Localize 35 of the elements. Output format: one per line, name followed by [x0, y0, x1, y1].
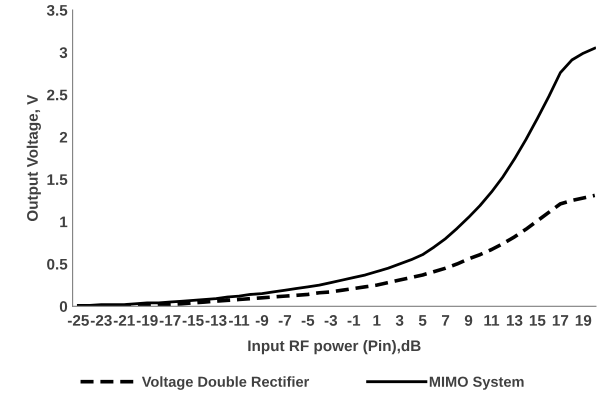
x-tick-label: 19 [576, 315, 592, 326]
legend-label: Voltage Double Rectifier [142, 376, 310, 390]
x-tick-label: -7 [278, 315, 292, 326]
y-tick-label: 2.5 [47, 90, 68, 100]
x-tick-label: -11 [228, 315, 250, 326]
x-tick-label: 15 [530, 315, 546, 326]
y-tick-label: 1.5 [47, 174, 68, 186]
x-tick-label: -9 [256, 315, 268, 326]
x-tick-label: -19 [136, 315, 158, 326]
x-tick-label: 1 [373, 315, 381, 326]
y-tick-label: 3.5 [46, 4, 68, 16]
x-tick-label: -1 [348, 315, 360, 326]
x-tick-label: 7 [442, 315, 450, 326]
legend-label: MIMO System [430, 376, 524, 390]
x-tick-label: -3 [324, 315, 338, 326]
y-axis-title: Output Voltage, V [26, 94, 41, 222]
y-tick-label: 2 [60, 132, 68, 143]
x-tick-label: 9 [464, 315, 472, 326]
y-tick-label: 1 [60, 216, 68, 228]
x-tick-label: 13 [506, 315, 522, 326]
x-tick-label: 11 [484, 315, 500, 326]
y-tick-label: 3 [60, 47, 68, 58]
x-tick-label: -13 [206, 315, 227, 326]
y-tick-label: 0 [60, 301, 68, 312]
x-tick-label: 3 [396, 315, 404, 326]
x-tick-label: -5 [302, 315, 314, 326]
x-tick-label: 5 [418, 315, 426, 326]
x-tick-label: -23 [90, 315, 112, 326]
x-tick-label: -15 [182, 315, 204, 326]
x-tick-label: -21 [114, 315, 135, 326]
x-axis-title: Input RF power (Pin),dB [248, 340, 421, 354]
x-tick-label: -17 [160, 315, 181, 326]
y-tick-label: 0.5 [47, 258, 68, 270]
x-tick-label: -25 [68, 315, 89, 326]
x-tick-label: 17 [552, 315, 568, 326]
